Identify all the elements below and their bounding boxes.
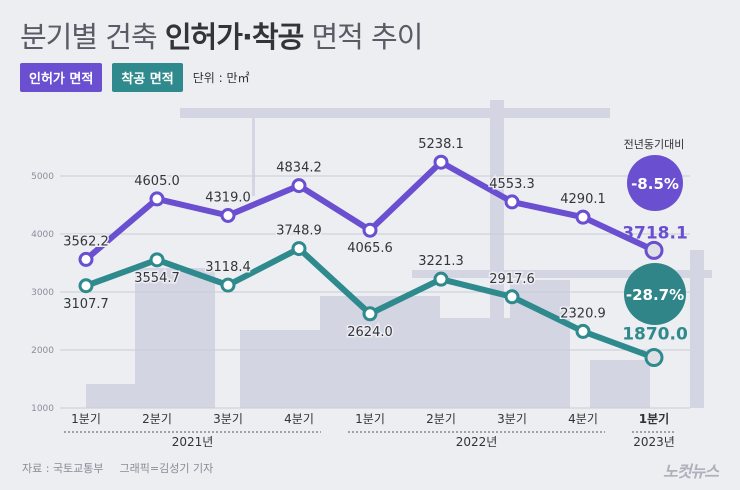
nocut-news-logo: 노컷뉴스	[663, 462, 719, 481]
x-tick-label: 1분기	[71, 412, 101, 426]
title-part-strong: 인허가·착공	[164, 20, 304, 54]
crane-cable	[252, 116, 255, 196]
permit-change-badge	[627, 155, 683, 211]
source-credits: 자료 : 국토교통부 그래픽=김성기 기자	[22, 460, 213, 476]
data-label: 4553.3	[489, 177, 535, 192]
change-badges: 전년동기대비 -8.5% -28.7%	[624, 138, 686, 325]
chart-title: 분기별 건축 인허가·착공 면적 추이	[20, 14, 423, 56]
y-tick-label: 3000	[31, 288, 54, 298]
data-label: 1870.0	[622, 325, 688, 345]
data-point	[575, 209, 591, 225]
data-label: 3748.9	[276, 224, 322, 239]
badge-caption: 전년동기대비	[624, 138, 685, 151]
data-point	[433, 271, 449, 287]
data-point	[504, 194, 520, 210]
year-label: 2023년	[633, 435, 675, 449]
data-label: 3554.7	[134, 271, 180, 286]
crane-tower-2	[690, 250, 704, 408]
unit-label: 단위 : 만㎡	[192, 71, 250, 85]
building-silhouette	[320, 296, 440, 408]
building-silhouette	[135, 268, 215, 408]
building-silhouette	[86, 384, 136, 408]
data-label: 2320.9	[560, 306, 606, 321]
data-point	[362, 222, 378, 238]
year-label: 2022년	[456, 435, 498, 449]
y-tick-label: 4000	[31, 230, 54, 240]
data-point	[575, 323, 591, 339]
data-point	[78, 278, 94, 294]
data-label: 3562.2	[63, 234, 109, 249]
year-label: 2021년	[172, 435, 214, 449]
y-tick-label: 2000	[31, 346, 54, 356]
building-silhouette	[240, 330, 330, 408]
data-point	[644, 348, 664, 368]
x-tick-label: 4분기	[284, 412, 314, 426]
source-graphic: 그래픽=김성기 기자	[119, 462, 214, 475]
legend-permit: 인허가 면적	[20, 63, 103, 92]
series-group: 3562.2 4605.0 4319.0 4834.2 4065.6 5238.1 4553…	[62, 136, 688, 368]
x-axis: 1분기 2분기 3분기 4분기 1분기 2분기 3분기 4분기 1분기 2021년 2022년 202…	[64, 411, 676, 449]
data-point	[644, 240, 664, 260]
y-tick-label: 1000	[31, 404, 54, 414]
data-point	[149, 191, 165, 207]
start-change-badge	[624, 263, 686, 325]
building-silhouette	[590, 360, 650, 408]
title-part-1: 분기별 건축	[20, 20, 165, 54]
crane-jib	[180, 108, 610, 118]
data-label: 3107.7	[63, 297, 109, 312]
data-point	[220, 207, 236, 223]
x-tick-label: 4분기	[568, 412, 598, 426]
data-point	[291, 178, 307, 194]
x-tick-label: 1분기	[639, 411, 669, 426]
data-point	[291, 241, 307, 257]
legend: 인허가 면적 착공 면적 단위 : 만㎡	[20, 63, 250, 92]
data-label: 2917.6	[489, 272, 535, 287]
data-label: 3221.3	[418, 254, 464, 269]
y-tick-label: 5000	[31, 172, 54, 182]
data-label: 3118.4	[205, 260, 251, 275]
x-tick-label: 1분기	[355, 412, 385, 426]
data-label: 4605.0	[134, 174, 180, 189]
data-label: 4319.0	[205, 190, 251, 205]
x-tick-label: 3분기	[497, 412, 527, 426]
x-tick-label: 2분기	[426, 412, 456, 426]
permit-change-text: -8.5%	[631, 175, 679, 193]
data-label: 4065.6	[347, 241, 393, 256]
legend-start: 착공 면적	[112, 63, 183, 92]
data-point	[504, 289, 520, 305]
source-data: 자료 : 국토교통부	[22, 462, 104, 475]
data-label: 3718.1	[622, 223, 688, 243]
data-point	[149, 252, 165, 268]
data-label: 4834.2	[276, 161, 322, 176]
grid: 1000 2000 3000 4000 5000	[31, 172, 690, 414]
data-label: 5238.1	[418, 137, 464, 152]
crane-tower	[490, 100, 504, 408]
crane-jib-2	[412, 270, 712, 278]
data-label: 4290.1	[560, 192, 606, 207]
x-tick-label: 2분기	[142, 412, 172, 426]
data-point	[78, 251, 94, 267]
data-point	[362, 306, 378, 322]
title-part-2: 면적 추이	[303, 20, 423, 54]
data-point	[220, 277, 236, 293]
x-tick-label: 3분기	[213, 412, 243, 426]
data-point	[433, 154, 449, 170]
start-change-text: -28.7%	[626, 286, 684, 304]
data-label: 2624.0	[347, 325, 393, 340]
construction-background-art	[86, 100, 712, 408]
